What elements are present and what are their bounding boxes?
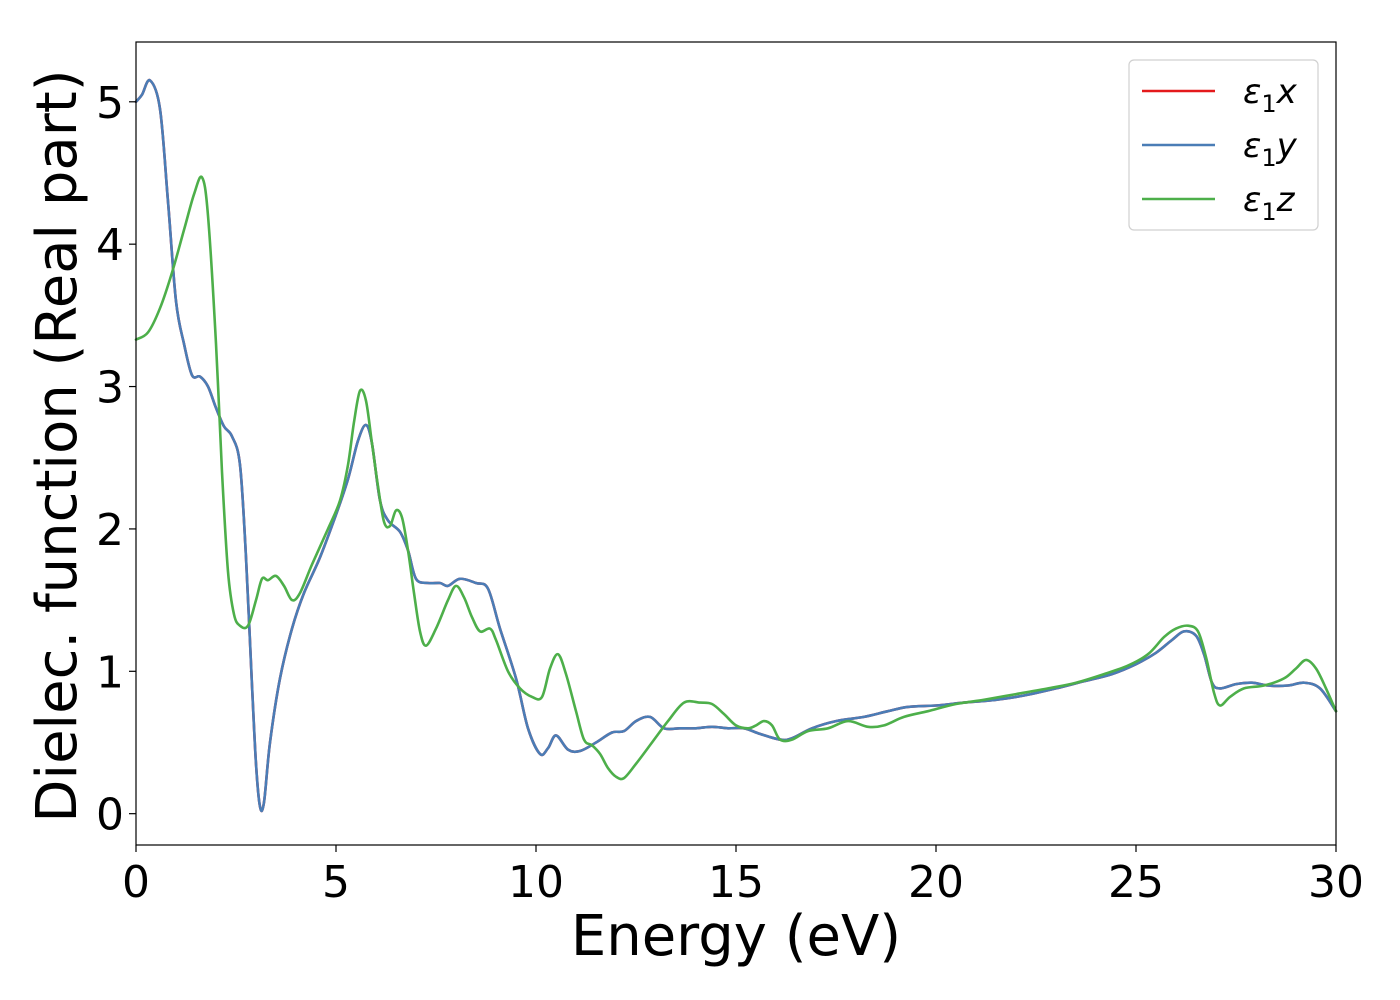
y-tick-label: 2 [96, 505, 124, 556]
legend-box [1128, 59, 1319, 231]
legend-label-z: ε1z [1243, 180, 1296, 226]
legend: ε1x ε1y ε1z [1128, 59, 1319, 231]
x-tick-label: 30 [1308, 857, 1364, 908]
x-tick-label: 0 [122, 857, 150, 908]
series-line-y [134, 78, 1338, 813]
x-tick-label: 5 [322, 857, 350, 908]
y-tick-label: 1 [96, 647, 124, 698]
y-axis-ticks: 0 1 2 3 4 5 [96, 78, 136, 841]
x-tick-label: 15 [708, 857, 764, 908]
x-tick-label: 20 [908, 857, 964, 908]
y-tick-label: 3 [96, 363, 124, 414]
x-tick-label: 10 [508, 857, 564, 908]
y-tick-label: 0 [96, 790, 124, 841]
legend-label-y: ε1y [1243, 126, 1298, 172]
y-axis-title: Dielec. function (Real part) [25, 69, 90, 822]
series-layer [134, 78, 1338, 813]
legend-label-x: ε1x [1243, 72, 1298, 118]
series-line-z [134, 175, 1338, 781]
y-tick-label: 4 [96, 220, 124, 271]
x-tick-label: 25 [1108, 857, 1164, 908]
x-axis-title: Energy (eV) [571, 904, 901, 969]
x-axis-ticks: 0 5 10 15 20 25 30 [122, 845, 1364, 908]
y-tick-label: 5 [96, 78, 124, 129]
